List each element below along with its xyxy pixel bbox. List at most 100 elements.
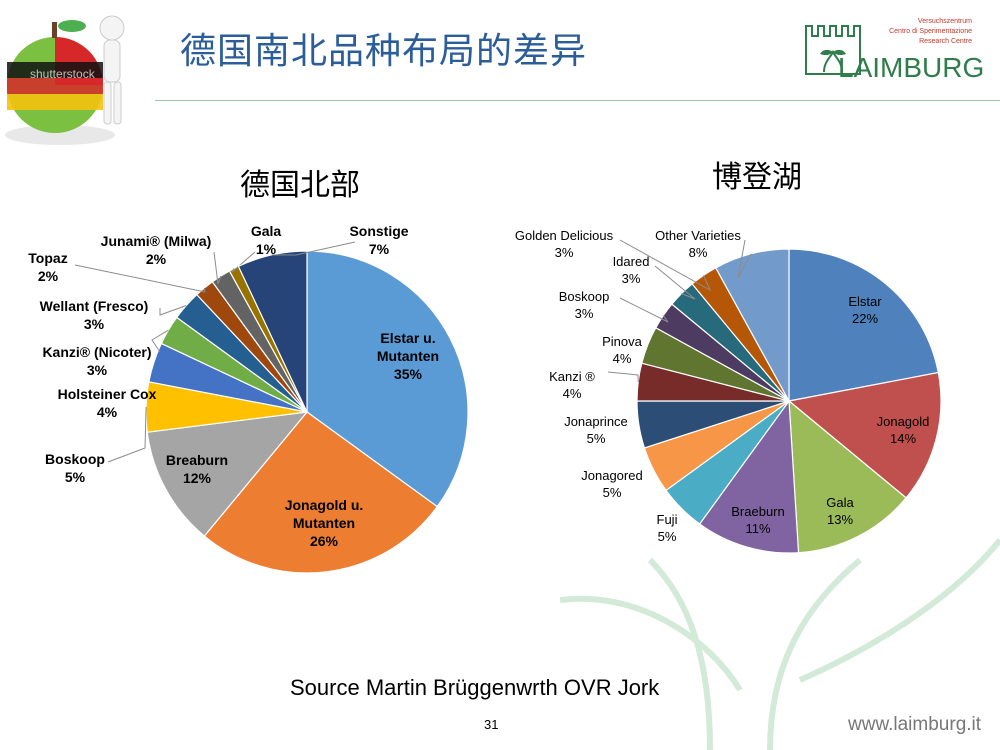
slice-label-boskoop: Boskoop 5% (45, 451, 105, 485)
slice-label-line: 5% (587, 431, 606, 446)
slice-label-line: Kanzi ® (549, 369, 595, 384)
slice-label-gala: Gala 1% (251, 223, 282, 257)
slice-label-elstar: Elstar 22% (848, 294, 882, 326)
leader-line-kanzi (607, 371, 639, 382)
pie-slice-breaburn (146, 411, 309, 537)
slice-label-line: Jonagored (581, 468, 642, 483)
slice-label-line: Mutanten (377, 348, 439, 364)
source-citation: Source Martin Brüggenwrth OVR Jork (290, 675, 660, 700)
slice-label-line: 7% (369, 241, 390, 257)
page-number: 31 (484, 717, 499, 732)
leader-line-wellant-fresco (159, 305, 187, 316)
slice-label-jonaprince: Jonaprince 5% (564, 414, 628, 446)
slice-label-line: 3% (87, 362, 108, 378)
apple-mascot-image: shutterstock (5, 15, 125, 145)
slice-label-jonagold-u-mutanten: Jonagold u. Mutanten 26% (285, 497, 364, 549)
slice-label-line: 11% (745, 521, 770, 536)
slice-label-line: 5% (658, 529, 677, 544)
slice-label-line: Holsteiner Cox (58, 386, 157, 402)
slice-label-line: 2% (38, 268, 59, 284)
slice-label-line: Elstar u. (380, 330, 435, 346)
slice-label-line: Other Varieties (655, 228, 741, 243)
leader-line-boskoop (107, 406, 147, 463)
header-divider (155, 100, 1000, 101)
watermark-text: shutterstock (30, 67, 96, 81)
slice-label-line: Wellant (Fresco) (40, 298, 149, 314)
logo-line-1: Versuchszentrum (917, 18, 972, 25)
logo-line-3: Research Centre (919, 38, 972, 45)
slice-label-line: 2% (146, 251, 167, 267)
slice-label-line: Mutanten (293, 515, 355, 531)
slice-label-line: Elstar (848, 294, 882, 309)
slice-label-line: Jonagold (877, 414, 930, 429)
pie-chart-north-germany: Elstar u. Mutanten 35% Jonagold u. Mutanten 2… (28, 223, 469, 574)
slice-label-line: Jonagold u. (285, 497, 364, 513)
slice-label-line: 5% (65, 469, 86, 485)
slice-label-kanzi-nicoter: Kanzi® (Nicoter) 3% (42, 344, 151, 378)
leader-line-kanzi-nicoter (151, 329, 169, 353)
slice-label-idared: Idared 3% (613, 254, 650, 286)
laimburg-logo: Versuchszentrum Centro di Sperimentazion… (800, 14, 984, 84)
slice-label-line: Braeburn (731, 504, 784, 519)
slice-label-kanzi: Kanzi ® 4% (549, 369, 595, 401)
slice-label-golden-delicious: Golden Delicious 3% (515, 228, 614, 260)
leader-line-junami-milwa (213, 251, 222, 285)
slice-label-line: Boskoop (45, 451, 105, 467)
slice-label-pinova: Pinova 4% (602, 334, 643, 366)
leader-line-boskoop (619, 297, 669, 323)
slice-label-line: 35% (394, 366, 423, 382)
pie-slice-braeburn (698, 399, 800, 554)
slice-label-wellant-fresco: Wellant (Fresco) 3% (40, 298, 149, 332)
slice-label-line: 3% (555, 245, 574, 260)
chart-north-germany-title: 德国北部 (240, 168, 360, 203)
slice-label-jonagold: Jonagold 14% (877, 414, 930, 446)
slice-label-line: Sonstige (349, 223, 408, 239)
slice-label-line: Breaburn (166, 452, 228, 468)
logo-wordmark: LAIMBURG (838, 52, 985, 83)
slice-label-fuji: Fuji 5% (657, 512, 678, 544)
pie-slice-elstar-u-mutanten (306, 250, 469, 508)
slice-label-line: 8% (689, 245, 708, 260)
slice-label-line: Idared (613, 254, 650, 269)
pie-slice-gala (788, 399, 907, 554)
leader-line-topaz (74, 264, 206, 293)
slice-label-line: 4% (613, 351, 632, 366)
slice-label-elstar-u-mutanten: Elstar u. Mutanten 35% (377, 330, 439, 382)
slice-label-sonstige: Sonstige 7% (349, 223, 408, 257)
slice-label-line: Gala (251, 223, 282, 239)
slice-label-line: 22% (852, 311, 878, 326)
slice-label-line: 4% (563, 386, 582, 401)
slice-label-line: Golden Delicious (515, 228, 614, 243)
slice-label-line: 13% (827, 512, 853, 527)
slice-label-line: Gala (826, 495, 854, 510)
castle-logo-icon (805, 25, 861, 75)
website-url: www.laimburg.it (848, 714, 982, 735)
slice-label-gala: Gala 13% (826, 495, 854, 527)
decorative-vine (560, 538, 1000, 750)
pie-slice-elstar (788, 248, 940, 402)
slice-label-line: 4% (97, 404, 118, 420)
slice-label-line: Junami® (Milwa) (101, 233, 212, 249)
slice-label-line: 3% (622, 271, 641, 286)
slide-title: 德国南北品种布局的差异 (180, 31, 588, 72)
slice-label-holsteiner-cox: Holsteiner Cox 4% (58, 386, 157, 420)
slice-label-line: 12% (183, 470, 212, 486)
slice-label-line: 1% (256, 241, 277, 257)
slice-label-line: Pinova (602, 334, 643, 349)
slice-label-breaburn: Breaburn 12% (166, 452, 228, 486)
slice-label-topaz: Topaz 2% (28, 250, 67, 284)
leader-line-gala (231, 251, 256, 273)
pie-slice-jonagold (787, 371, 942, 499)
slice-label-line: 26% (310, 533, 339, 549)
slice-label-jonagored: Jonagored 5% (581, 468, 642, 500)
leader-line-sonstige (271, 241, 356, 256)
slice-label-boskoop: Boskoop 3% (559, 289, 610, 321)
chart-lake-constance-title: 博登湖 (712, 160, 802, 195)
slice-label-line: 14% (890, 431, 916, 446)
slice-label-braeburn: Braeburn 11% (731, 504, 784, 536)
slice-label-line: Boskoop (559, 289, 610, 304)
leader-line-golden-delicious (619, 239, 712, 292)
slice-label-line: 5% (603, 485, 622, 500)
slice-label-junami-milwa: Junami® (Milwa) 2% (101, 233, 212, 267)
slice-label-line: 3% (84, 316, 105, 332)
